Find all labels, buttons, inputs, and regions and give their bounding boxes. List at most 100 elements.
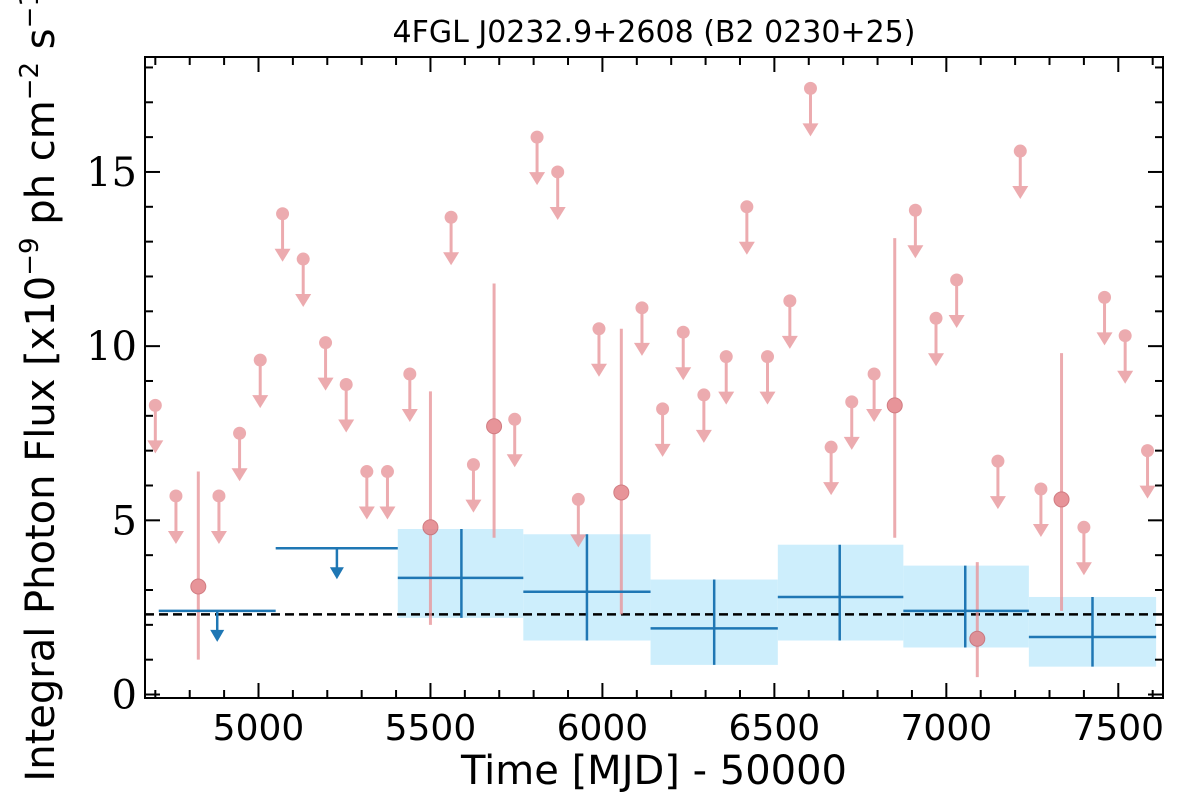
short-bin-upper-limit [633,301,650,356]
upper-limit-marker [1118,329,1132,343]
detection-marker [969,630,986,647]
upper-limit-marker [740,200,754,214]
short-bin-upper-limit [759,350,776,405]
upper-limit-arrowhead [1139,485,1156,499]
upper-limit-marker [803,81,817,95]
long-bin-upper-limit [275,546,398,580]
upper-limit-marker [1034,482,1048,496]
upper-limit-arrowhead [866,409,883,423]
x-tick-label: 7000 [901,708,993,749]
short-bin-upper-limit [1096,290,1113,346]
upper-limit-marker [360,465,374,479]
upper-limit-marker [319,336,333,350]
upper-limit-marker [296,252,310,266]
upper-limit-arrowhead [338,419,355,433]
axes: 5000 5500 6000 6500 7000 7500 0 5 10 15 [86,56,1164,749]
detection-marker [886,397,903,414]
upper-limit-arrowhead [907,245,924,259]
upper-limit-arrowhead [443,252,460,266]
short-bin-upper-limit [781,294,798,349]
y-label-exp-2: −2 [15,62,45,100]
upper-limit-arrowhead [1075,562,1092,576]
upper-limit-marker [530,130,544,144]
short-bin-upper-limit [401,367,418,423]
short-bin-upper-limit [843,395,860,450]
upper-limit-marker [148,398,162,412]
detection-marker [486,418,503,435]
short-bin-upper-limit [989,454,1006,510]
upper-limit-marker [233,426,247,440]
short-bin-upper-limit [718,350,735,405]
upper-limit-marker [908,203,922,217]
x-tick-label: 6500 [729,708,821,749]
upper-limit-arrowhead [329,567,344,580]
short-bin-detection [486,283,503,538]
upper-limit-marker [1013,144,1027,158]
upper-limit-marker [929,311,943,325]
upper-limit-arrowhead [506,454,523,468]
short-bin-upper-limit [907,203,924,259]
short-bin-upper-limit [529,130,546,186]
long-bin-detection [777,544,904,641]
short-bin-upper-limit [549,165,566,220]
short-bin-upper-limit [866,367,883,423]
short-bin-upper-limit [823,440,840,496]
upper-limit-arrowhead [738,241,755,255]
short-bin-upper-limit [379,465,396,520]
upper-limit-arrowhead [928,353,945,367]
upper-limit-arrowhead [633,342,650,356]
upper-limit-arrowhead [843,436,860,450]
long-bin-detection [650,579,778,665]
detection-marker [422,519,439,536]
short-bin-points [147,81,1156,678]
short-bin-upper-limit [1117,329,1134,384]
y-label-exp-3: −1 [15,0,45,28]
y-tick-label: 15 [86,150,137,196]
plot-frame [144,56,1164,699]
upper-limit-marker [253,353,267,367]
short-bin-detection [190,471,207,660]
short-bin-upper-limit [338,377,355,433]
upper-limit-marker [1141,444,1155,458]
upper-limit-arrowhead [989,496,1006,510]
upper-limit-arrowhead [759,391,776,405]
detection-marker [1053,491,1070,508]
short-bin-upper-limit [210,489,227,544]
x-tick-label: 7500 [1072,708,1164,749]
upper-limit-marker [212,489,226,503]
upper-limit-marker [950,273,964,287]
upper-limit-arrowhead [1117,370,1134,384]
upper-limit-arrowhead [948,314,965,328]
upper-limit-marker [508,412,522,426]
upper-limit-marker [845,395,859,409]
upper-limit-arrowhead [1096,332,1113,346]
upper-limit-marker [991,454,1005,468]
upper-limit-arrowhead [465,499,482,513]
upper-limit-arrowhead [295,294,312,308]
short-bin-upper-limit [1139,444,1156,499]
y-label-mid-2: s [18,28,64,62]
short-bin-upper-limit [1032,482,1049,537]
upper-limit-marker [403,367,417,381]
upper-limit-arrowhead [1012,186,1029,200]
y-label-mid: ph cm [18,100,64,237]
upper-limit-arrowhead [823,482,840,496]
upper-limit-arrowhead [1032,523,1049,537]
upper-limit-arrowhead [274,248,291,262]
upper-limit-arrowhead [167,530,184,544]
long-bin-detection [523,534,651,641]
upper-limit-marker [1098,290,1112,304]
upper-limit-marker [466,458,480,472]
upper-limit-marker [444,210,458,224]
long-bin-detection [1028,596,1157,667]
upper-limit-marker [697,388,711,402]
upper-limit-marker [783,294,797,308]
long-bin-upper-limit [158,609,276,642]
upper-limit-arrowhead [252,395,269,409]
upper-limit-arrowhead [695,429,712,443]
upper-limit-marker [276,207,290,221]
short-bin-upper-limit [443,210,460,266]
confidence-bands [397,529,1157,667]
upper-limit-arrowhead [675,367,692,381]
